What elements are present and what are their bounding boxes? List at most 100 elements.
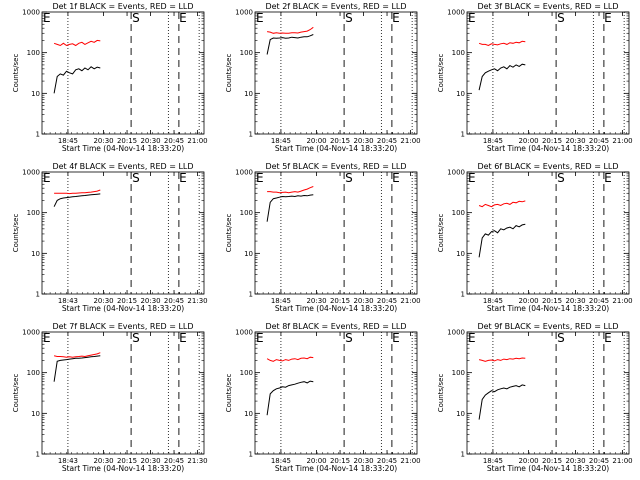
series-lld-red bbox=[478, 40, 526, 47]
x-tick-label: 20:15 bbox=[542, 297, 562, 305]
panel-title: Det 9f BLACK = Events, RED = LLD bbox=[477, 322, 618, 331]
event-marker-E: E bbox=[392, 171, 400, 185]
x-tick-label: 20:45 bbox=[164, 457, 184, 465]
x-tick-label: 20:45 bbox=[164, 137, 184, 145]
panel-title: Det 1f BLACK = Events, RED = LLD bbox=[52, 2, 193, 11]
y-tick-label: 1000 bbox=[447, 329, 465, 337]
y-tick-label: 10 bbox=[244, 410, 253, 418]
event-marker-E: E bbox=[179, 331, 187, 345]
x-axis-label: Start Time (04-Nov-14 18:33:20) bbox=[487, 464, 609, 473]
x-axis-label: Start Time (04-Nov-14 18:33:20) bbox=[275, 144, 397, 153]
plot-frame bbox=[466, 11, 630, 135]
x-tick-label: 21:00 bbox=[612, 457, 632, 465]
y-tick-label: 100 bbox=[27, 49, 40, 57]
event-marker-E: E bbox=[468, 171, 476, 185]
x-tick-label: 18:45 bbox=[483, 297, 503, 305]
x-tick-label: 21:30 bbox=[187, 457, 207, 465]
y-tick-label: 1 bbox=[249, 291, 253, 299]
series-lld-red bbox=[53, 39, 101, 47]
y-tick-label: 10 bbox=[456, 90, 465, 98]
event-marker-E: E bbox=[179, 11, 187, 25]
series-lld-red bbox=[478, 357, 526, 362]
event-marker-S: S bbox=[345, 11, 353, 25]
event-marker-S: S bbox=[132, 331, 140, 345]
event-marker-E: E bbox=[604, 171, 612, 185]
event-marker-E: E bbox=[392, 11, 400, 25]
panel-8: Det 8f BLACK = Events, RED = LLD 1 10 100 10… bbox=[225, 322, 421, 473]
y-axis-label: Counts/sec bbox=[437, 54, 445, 93]
x-axis-label: Start Time (04-Nov-14 18:33:20) bbox=[487, 304, 609, 313]
x-tick-label: 20:30 bbox=[353, 297, 373, 305]
event-marker-S: S bbox=[557, 171, 565, 185]
plot-frame bbox=[254, 331, 418, 455]
series-events-black bbox=[53, 193, 101, 207]
x-axis-label: Start Time (04-Nov-14 18:33:20) bbox=[275, 464, 397, 473]
y-axis-label: Counts/sec bbox=[12, 54, 20, 93]
panel-7: Det 7f BLACK = Events, RED = LLD 1 10 100 10… bbox=[12, 322, 208, 473]
y-axis-label: Counts/sec bbox=[225, 214, 233, 253]
x-tick-label: 20:30 bbox=[93, 297, 113, 305]
panel-title: Det 4f BLACK = Events, RED = LLD bbox=[52, 162, 193, 171]
x-tick-label: 20:15 bbox=[117, 137, 137, 145]
y-tick-label: 1000 bbox=[22, 169, 40, 177]
series-events-black bbox=[478, 63, 526, 91]
y-tick-label: 10 bbox=[31, 250, 40, 258]
y-tick-label: 10 bbox=[31, 90, 40, 98]
series-lld-red bbox=[267, 186, 314, 194]
x-tick-label: 21:00 bbox=[400, 137, 420, 145]
x-tick-label: 21:00 bbox=[187, 137, 207, 145]
x-tick-label: 20:45 bbox=[589, 457, 609, 465]
x-tick-label: 20:15 bbox=[330, 137, 350, 145]
y-axis-label: Counts/sec bbox=[225, 374, 233, 413]
x-tick-label: 20:45 bbox=[377, 297, 397, 305]
x-tick-label: 20:30 bbox=[140, 297, 160, 305]
x-tick-label: 20:15 bbox=[542, 457, 562, 465]
series-events-black bbox=[478, 384, 526, 420]
series-events-black bbox=[478, 223, 526, 258]
x-tick-label: 20:00 bbox=[306, 457, 326, 465]
y-tick-label: 100 bbox=[240, 49, 253, 57]
series-events-black bbox=[266, 194, 314, 222]
x-tick-label: 20:00 bbox=[518, 457, 538, 465]
event-marker-S: S bbox=[345, 171, 353, 185]
x-tick-label: 20:30 bbox=[565, 137, 585, 145]
x-tick-label: 20:30 bbox=[353, 457, 373, 465]
y-tick-label: 100 bbox=[452, 49, 465, 57]
y-tick-label: 1000 bbox=[22, 9, 40, 17]
y-tick-label: 1 bbox=[461, 451, 465, 459]
x-tick-label: 20:00 bbox=[518, 137, 538, 145]
x-tick-label: 18:45 bbox=[271, 457, 291, 465]
y-tick-label: 1000 bbox=[235, 329, 253, 337]
x-tick-label: 20:15 bbox=[117, 297, 137, 305]
y-tick-label: 100 bbox=[240, 369, 253, 377]
y-tick-label: 100 bbox=[27, 209, 40, 217]
panel-title: Det 6f BLACK = Events, RED = LLD bbox=[477, 162, 618, 171]
event-marker-E: E bbox=[256, 11, 264, 25]
plot-frame bbox=[254, 11, 418, 135]
series-events-black bbox=[53, 66, 101, 94]
series-events-black bbox=[266, 380, 314, 416]
event-marker-E: E bbox=[43, 171, 51, 185]
x-tick-label: 20:30 bbox=[306, 297, 326, 305]
y-tick-label: 10 bbox=[456, 250, 465, 258]
panel-5: Det 5f BLACK = Events, RED = LLD 1 10 100 10… bbox=[225, 162, 421, 313]
event-marker-S: S bbox=[132, 11, 140, 25]
x-tick-label: 20:45 bbox=[377, 457, 397, 465]
y-tick-label: 1000 bbox=[447, 9, 465, 17]
x-tick-label: 21:00 bbox=[400, 457, 420, 465]
y-tick-label: 1 bbox=[461, 131, 465, 139]
y-tick-label: 100 bbox=[452, 209, 465, 217]
panel-1: Det 1f BLACK = Events, RED = LLD 1 10 100 10… bbox=[12, 2, 208, 153]
x-axis-label: Start Time (04-Nov-14 18:33:20) bbox=[275, 304, 397, 313]
x-tick-label: 20:30 bbox=[140, 457, 160, 465]
event-marker-E: E bbox=[43, 11, 51, 25]
x-tick-label: 18:45 bbox=[58, 137, 78, 145]
plot-frame bbox=[41, 11, 205, 135]
y-tick-label: 1000 bbox=[22, 329, 40, 337]
x-tick-label: 18:43 bbox=[58, 297, 78, 305]
x-tick-label: 20:15 bbox=[330, 457, 350, 465]
y-axis-label: Counts/sec bbox=[225, 54, 233, 93]
event-marker-S: S bbox=[132, 171, 140, 185]
x-tick-label: 18:45 bbox=[483, 137, 503, 145]
